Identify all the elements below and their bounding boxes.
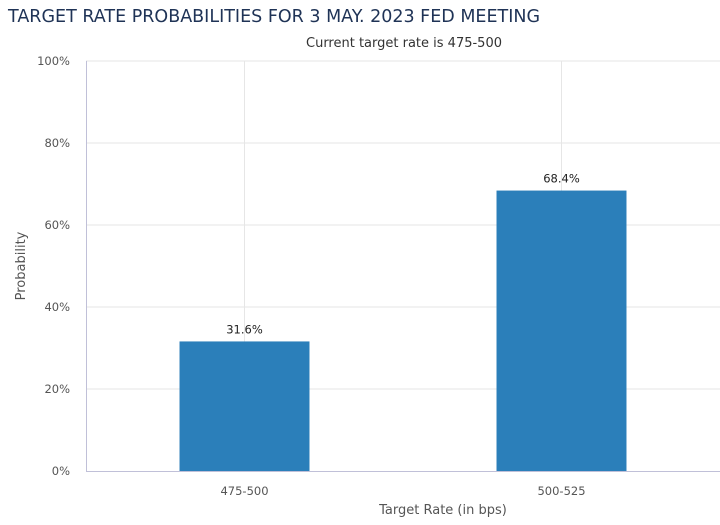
bar-500-525[interactable] (496, 190, 627, 471)
chart-subtitle: Current target rate is 475-500 (306, 36, 502, 51)
y-axis-title: Probability (14, 231, 29, 300)
grid-layer (86, 60, 720, 471)
y-tick-label: 20% (44, 382, 70, 396)
y-tick-label: 100% (37, 54, 70, 68)
x-tick-label: 475-500 (220, 484, 268, 498)
data-label: 31.6% (226, 322, 263, 336)
axis-layer (86, 61, 720, 472)
bar-layer (179, 190, 627, 471)
data-label: 68.4% (543, 172, 580, 186)
y-tick-label: 40% (44, 300, 70, 314)
y-tick-label: 0% (52, 464, 70, 478)
y-tick-label: 80% (44, 136, 70, 150)
bar-475-500[interactable] (179, 341, 310, 471)
y-tick-labels: 0% 20% 40% 60% 80% 100% (37, 54, 70, 478)
x-axis-title: Target Rate (in bps) (378, 503, 507, 518)
y-tick-label: 60% (44, 218, 70, 232)
data-labels: 31.6% 68.4% (226, 172, 580, 337)
chart-title: TARGET RATE PROBABILITIES FOR 3 MAY. 202… (7, 7, 540, 27)
x-tick-label: 500-525 (537, 484, 585, 498)
x-tick-labels: 475-500 500-525 (220, 484, 585, 498)
